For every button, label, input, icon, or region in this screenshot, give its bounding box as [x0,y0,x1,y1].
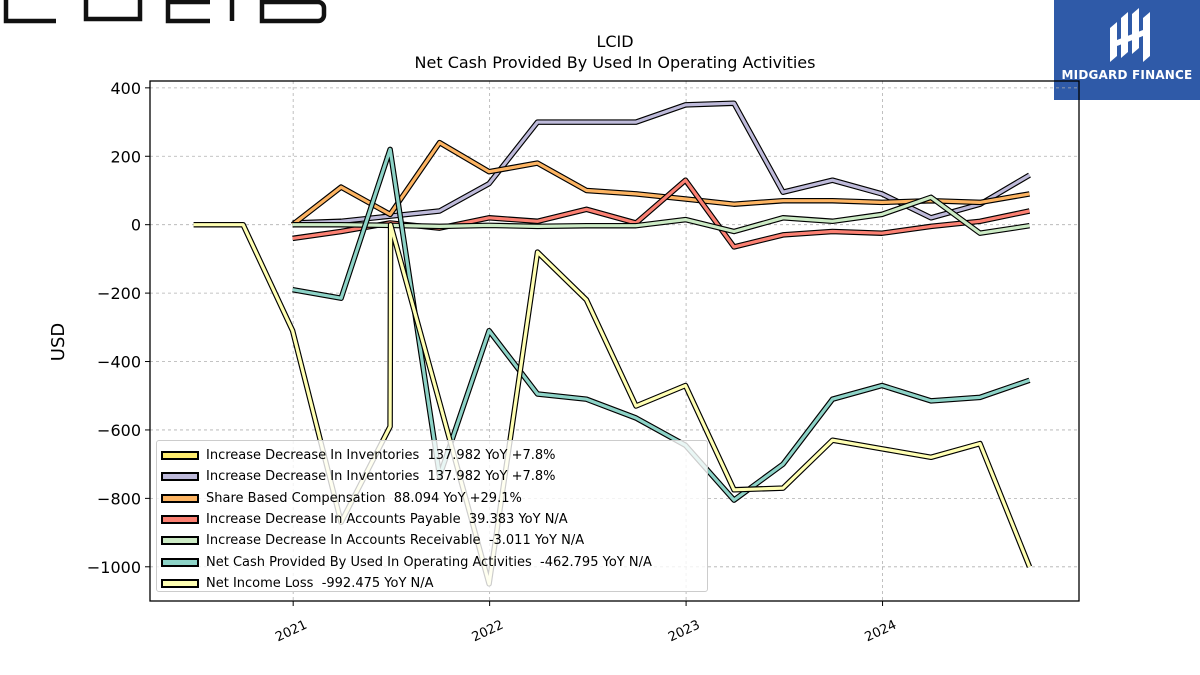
legend-swatch [161,578,199,588]
plot-frame [149,80,1080,602]
legend-label: Share Based Compensation 88.094 YoY +29.… [206,490,522,506]
series-line [292,101,1031,225]
legend-swatch [161,515,199,525]
legend-label: Increase Decrease In Inventories 137.982… [206,448,556,464]
chart-subtitle: Net Cash Provided By Used In Operating A… [415,53,816,72]
badge-text: MIDGARD FINANCE [1061,68,1193,82]
y-tick-label: −1000 [87,558,141,577]
legend-item: Increase Decrease In Inventories 137.982… [157,445,707,466]
x-tick-label: 2021 [273,618,309,646]
series-line [291,141,1030,226]
legend-item: Increase Decrease In Accounts Payable 39… [157,509,707,530]
legend-item: Net Cash Provided By Used In Operating A… [157,551,707,572]
y-tick-label: −200 [97,284,141,303]
legend-item: Share Based Compensation 88.094 YoY +29.… [157,488,707,509]
legend-label: Net Cash Provided By Used In Operating A… [206,554,652,570]
legend-swatch [161,536,199,546]
legend-item: Net Income Loss -992.475 YoY N/A [157,573,707,594]
legend-item: Increase Decrease In Inventories 137.982… [157,466,707,487]
series-4 [292,194,1030,236]
legend-label: Increase Decrease In Accounts Receivable… [206,533,585,549]
y-tick-label: 400 [110,79,141,98]
y-axis-label: USD [48,323,69,361]
x-tick-label: 2023 [666,618,702,646]
series-line [292,195,1030,235]
brand-logo [3,0,327,24]
y-tick-label: −600 [97,421,141,440]
series-line-outline [292,100,1031,226]
chart-title: LCID [596,32,633,51]
legend-swatch [161,451,199,461]
series-1 [292,100,1031,226]
y-tick-label: −400 [97,353,141,372]
y-tick-label: −800 [97,489,141,508]
legend-label: Net Income Loss -992.475 YoY N/A [206,575,434,591]
legend-item: Increase Decrease In Accounts Receivable… [157,530,707,551]
x-tick-label: 2022 [470,618,506,646]
legend-label: Increase Decrease In Inventories 137.982… [206,469,556,485]
series-2 [290,139,1030,227]
y-tick-label: 0 [131,216,141,235]
midgard-logo-icon [1110,8,1150,62]
legend-label: Increase Decrease In Accounts Payable 39… [206,512,568,528]
y-tick-label: 200 [110,147,141,166]
legend: Increase Decrease In Inventories 137.982… [156,440,708,592]
legend-swatch [161,557,199,567]
x-tick-label: 2024 [863,618,899,646]
midgard-finance-badge: MIDGARD FINANCE [1054,0,1200,100]
legend-swatch [161,493,199,503]
legend-swatch [161,472,199,482]
